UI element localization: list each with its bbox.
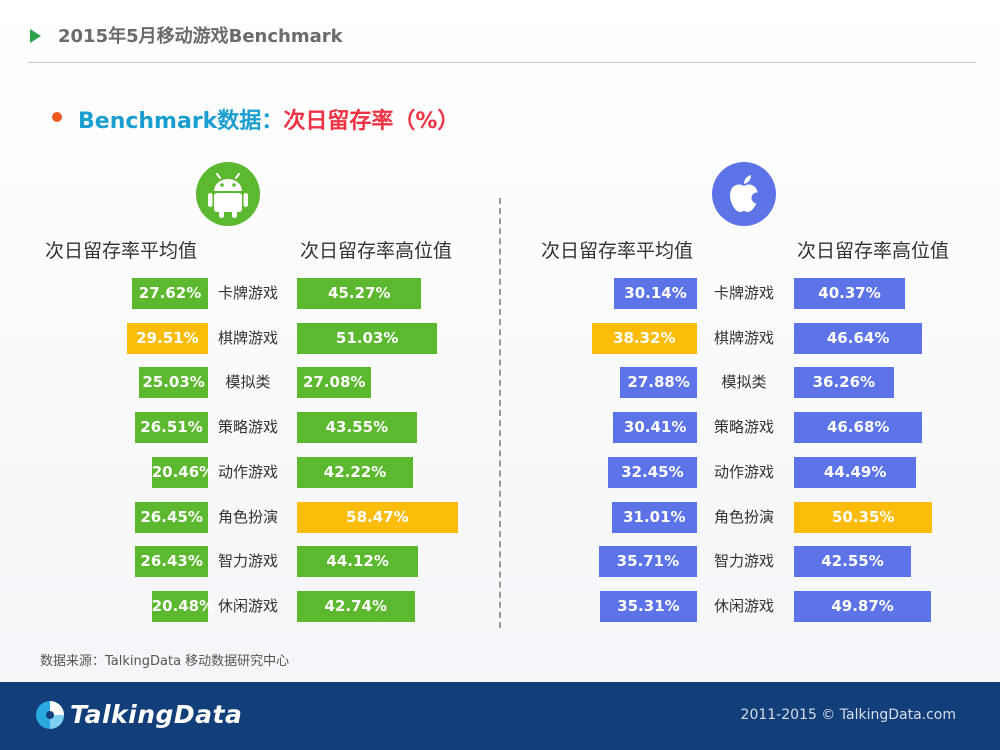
android-high-bar: 51.03% — [297, 323, 438, 354]
ios-category-label: 角色扮演 — [713, 508, 774, 526]
ios-avg-bar: 32.45% — [607, 457, 697, 488]
android-avg-bar: 29.51% — [126, 323, 208, 354]
ios-high-bar: 49.87% — [794, 591, 932, 622]
android-high-header: 次日留存率高位值 — [300, 240, 453, 262]
play-arrow-icon — [30, 29, 41, 43]
ios-category-label: 动作游戏 — [713, 463, 774, 481]
ios-category-label: 卡牌游戏 — [713, 284, 774, 302]
ios-high-bar: 36.26% — [794, 367, 894, 398]
android-avg-bar: 26.45% — [135, 502, 208, 533]
android-high-bar: 42.22% — [297, 457, 414, 488]
talkingdata-logo-icon — [36, 701, 64, 729]
ios-category-label: 棋牌游戏 — [713, 329, 774, 347]
bullet-dot-icon — [52, 112, 62, 122]
android-high-bar: 43.55% — [297, 412, 417, 443]
android-avg-bar: 20.46% — [151, 457, 214, 488]
android-category-label: 角色扮演 — [217, 508, 278, 526]
android-high-bar: 45.27% — [297, 278, 422, 309]
android-avg-header: 次日留存率平均值 — [45, 240, 198, 262]
android-category-label: 策略游戏 — [217, 418, 278, 436]
android-icon — [196, 162, 260, 226]
ios-high-bar: 42.55% — [794, 546, 911, 577]
talkingdata-logo-text: TalkingData — [70, 700, 243, 729]
android-category-label: 卡牌游戏 — [217, 284, 278, 302]
ios-avg-bar: 38.32% — [591, 323, 697, 354]
ios-high-bar: 40.37% — [794, 278, 906, 309]
subtitle-metric: 次日留存率（%） — [283, 109, 460, 134]
slide-title: 2015年5月移动游戏Benchmark — [58, 26, 343, 47]
android-category-label: 休闲游戏 — [217, 597, 278, 615]
footer-bar: TalkingData 2011-2015 © TalkingData.com — [0, 682, 1000, 750]
android-high-bar: 58.47% — [297, 502, 458, 533]
android-high-bar: 27.08% — [297, 367, 372, 398]
apple-icon — [712, 162, 776, 226]
ios-avg-bar: 27.88% — [620, 367, 697, 398]
android-avg-bar: 27.62% — [132, 278, 208, 309]
slide-header: 2015年5月移动游戏Benchmark — [0, 0, 1000, 64]
ios-avg-bar: 35.31% — [599, 591, 697, 622]
android-category-label: 模拟类 — [225, 373, 271, 391]
ios-category-label: 策略游戏 — [713, 418, 774, 436]
ios-category-label: 休闲游戏 — [713, 597, 774, 615]
chart-subtitle: Benchmark数据：次日留存率（%） — [78, 103, 459, 135]
android-category-label: 动作游戏 — [217, 463, 278, 481]
ios-avg-bar: 30.14% — [614, 278, 697, 309]
ios-category-label: 模拟类 — [721, 373, 767, 391]
subtitle-benchmark: Benchmark数据： — [78, 109, 284, 134]
ios-avg-bar: 35.71% — [598, 546, 697, 577]
ios-high-bar: 50.35% — [794, 502, 933, 533]
android-category-label: 棋牌游戏 — [217, 329, 278, 347]
android-avg-bar: 26.51% — [135, 412, 208, 443]
ios-avg-bar: 30.41% — [613, 412, 697, 443]
ios-high-bar: 46.68% — [794, 412, 923, 443]
copyright-text: 2011-2015 © TalkingData.com — [740, 707, 956, 723]
header-divider — [28, 62, 976, 63]
data-source: 数据来源：TalkingData 移动数据研究中心 — [40, 654, 290, 669]
platform-divider — [499, 198, 501, 628]
ios-high-header: 次日留存率高位值 — [797, 240, 950, 262]
android-avg-bar: 26.43% — [135, 546, 208, 577]
android-high-bar: 42.74% — [297, 591, 415, 622]
ios-high-bar: 46.64% — [794, 323, 923, 354]
ios-avg-header: 次日留存率平均值 — [541, 240, 694, 262]
android-avg-bar: 20.48% — [151, 591, 214, 622]
android-avg-bar: 25.03% — [139, 367, 208, 398]
android-high-bar: 44.12% — [297, 546, 419, 577]
ios-high-bar: 44.49% — [794, 457, 917, 488]
ios-category-label: 智力游戏 — [713, 552, 774, 570]
ios-avg-bar: 31.01% — [611, 502, 697, 533]
android-category-label: 智力游戏 — [217, 552, 278, 570]
